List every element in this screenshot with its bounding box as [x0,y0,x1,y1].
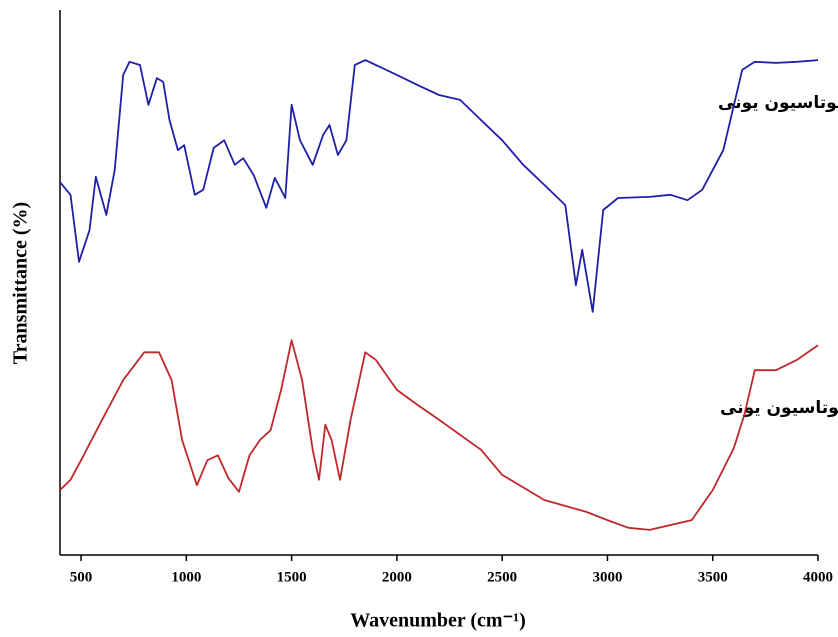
x-tick-label: 2500 [487,569,517,585]
annotation: الف) قبل فلوتاسیون یونی [720,398,838,418]
y-axis-label: Transmittance (%) [10,202,32,364]
x-tick-label: 1000 [171,569,201,585]
x-tick-label: 1500 [277,569,307,585]
x-tick-label: 2000 [382,569,412,585]
x-tick-label: 3000 [592,569,622,585]
annotation: ب) بعد فلوتاسیون یونی [718,93,838,113]
x-tick-label: 3500 [698,569,728,585]
x-tick-label: 500 [70,569,93,585]
spectrum-line [59,59,819,313]
x-tick-label: 4000 [803,569,833,585]
spectrum-line [59,339,819,531]
x-axis-label: Wavenumber (cm⁻¹) [350,610,526,632]
